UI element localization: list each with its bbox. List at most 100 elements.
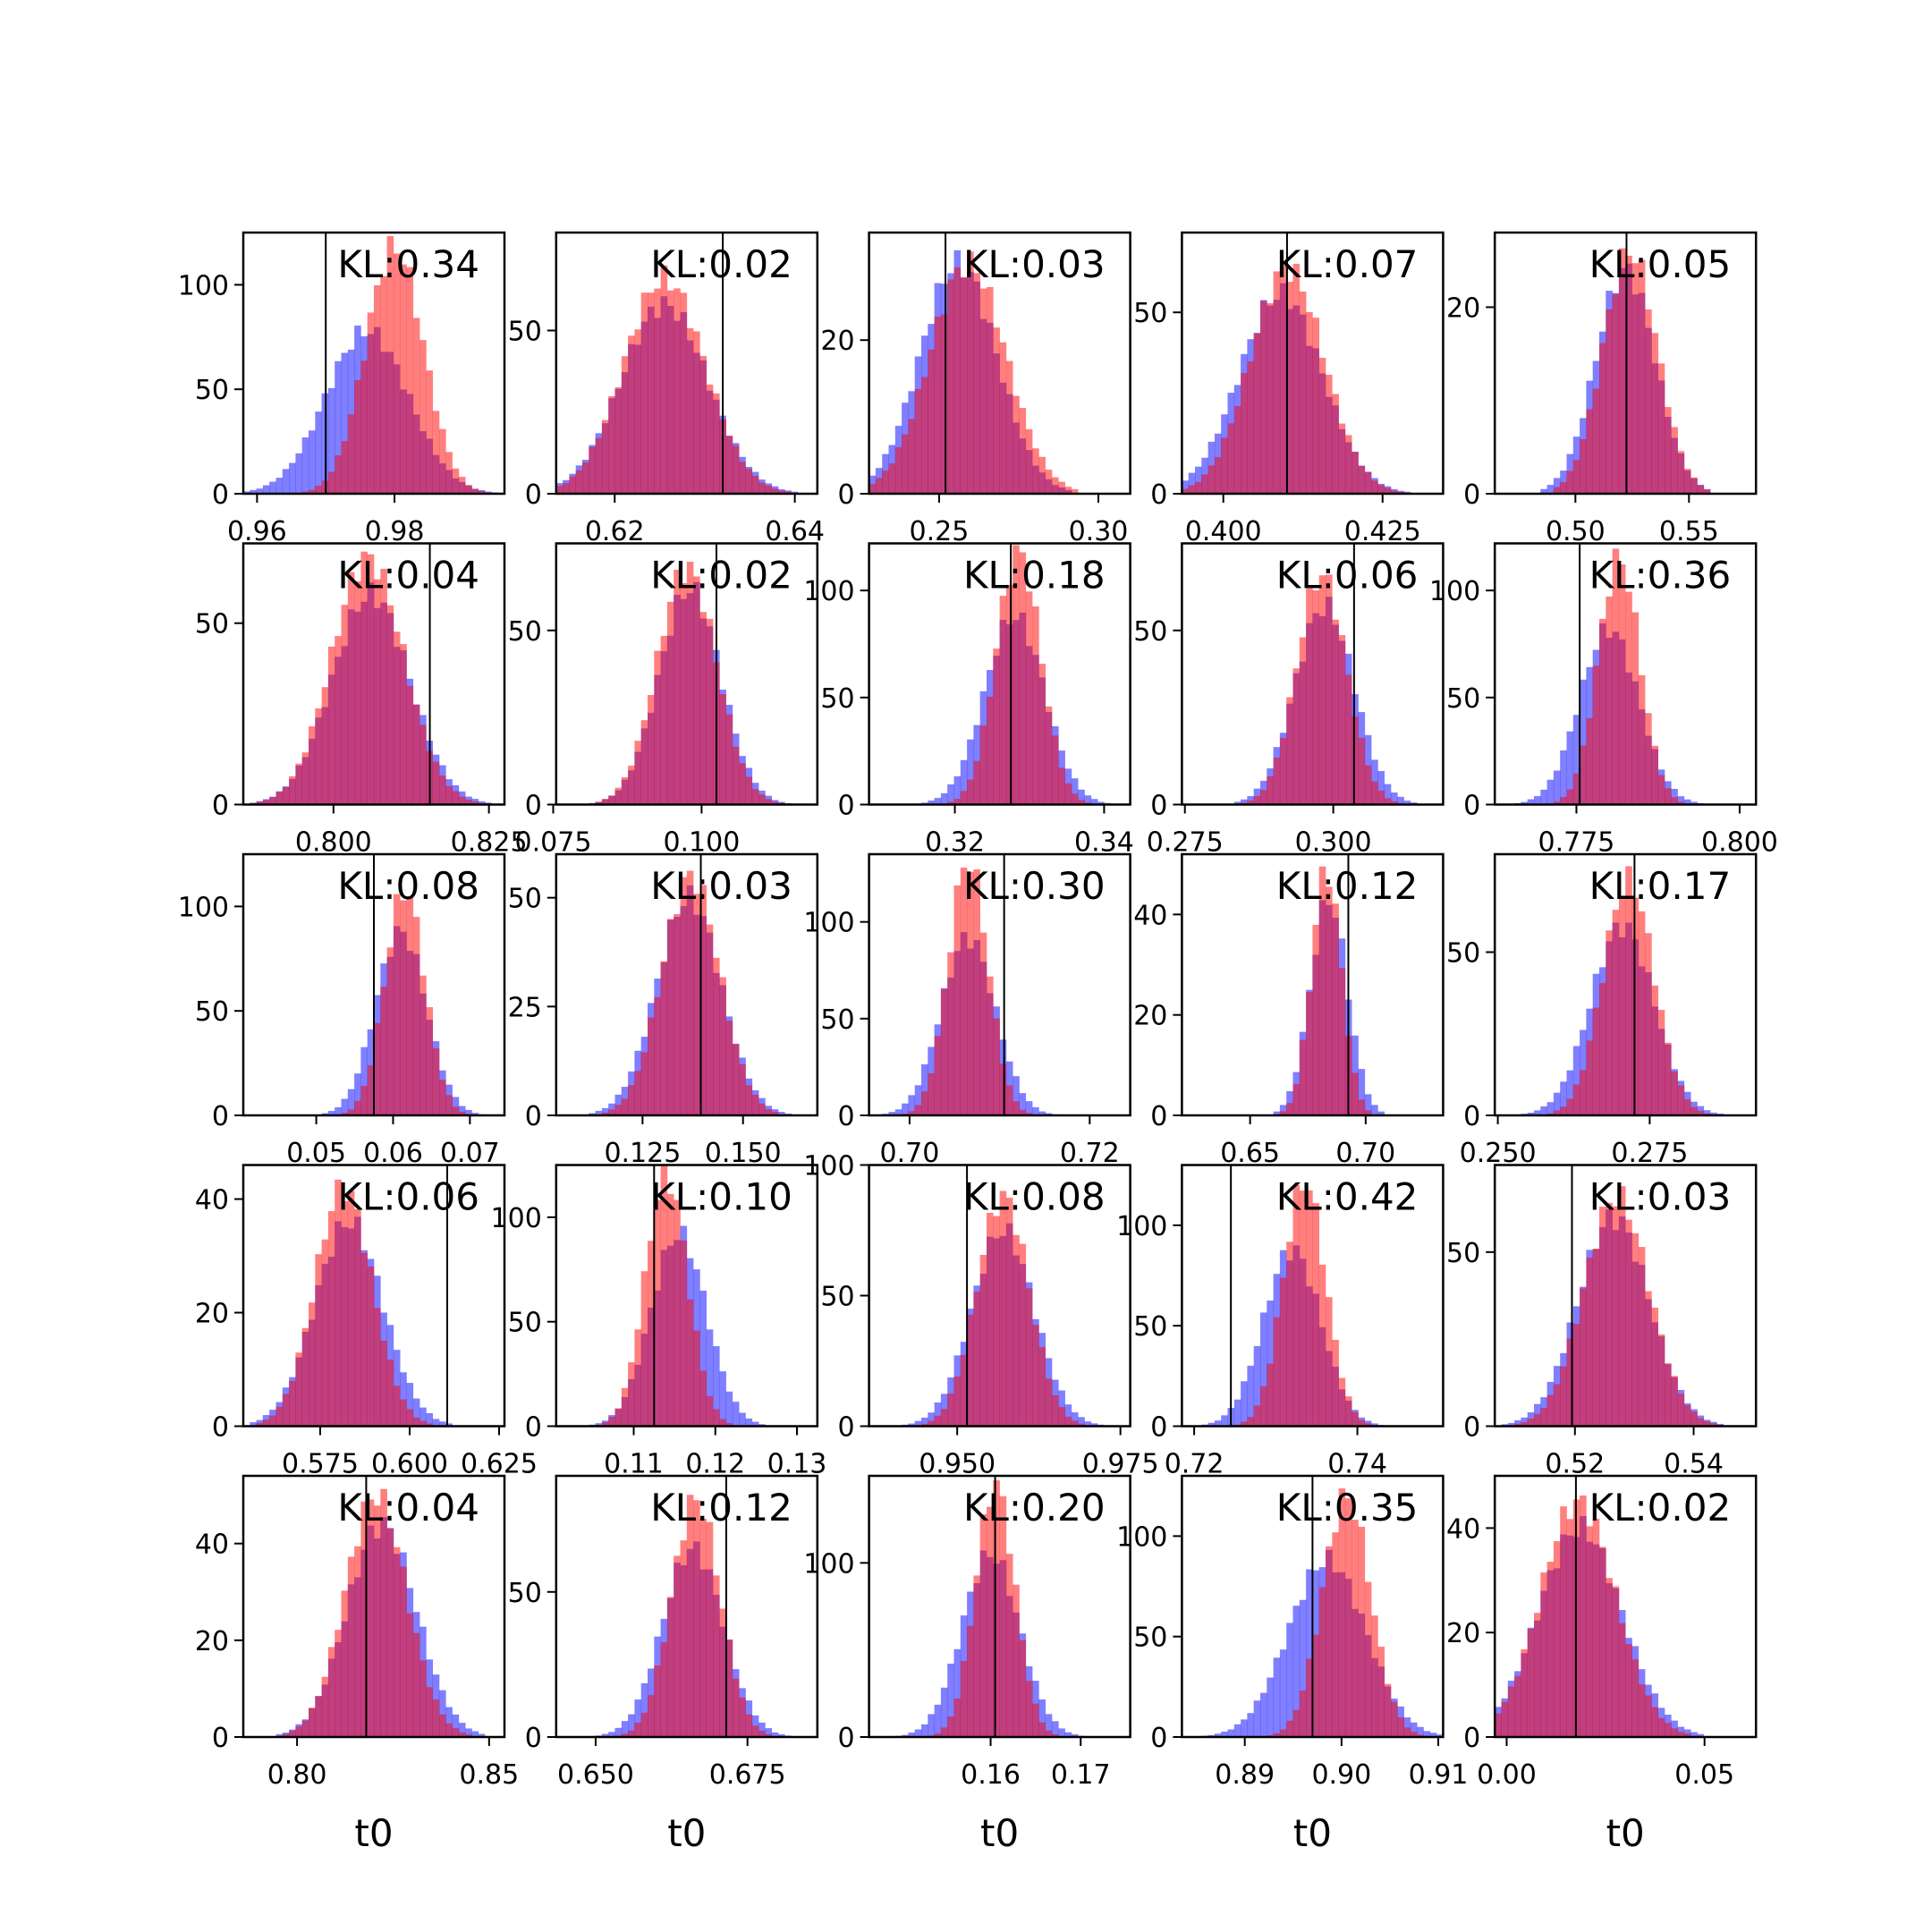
red-bar bbox=[979, 288, 987, 494]
y-tick-label: 100 bbox=[1116, 1521, 1167, 1553]
x-axis-label: t0 bbox=[1293, 1811, 1332, 1855]
red-bar bbox=[1338, 1377, 1346, 1427]
red-bar bbox=[1078, 800, 1085, 805]
red-bar bbox=[1253, 333, 1261, 494]
x-tick-label: 0.70 bbox=[880, 1138, 940, 1169]
red-bar bbox=[1326, 1546, 1333, 1737]
red-bar bbox=[327, 1211, 335, 1427]
blue-bar bbox=[1241, 1719, 1248, 1737]
y-tick-label: 100 bbox=[178, 892, 229, 923]
red-bar bbox=[1651, 1707, 1658, 1737]
red-bar bbox=[432, 1699, 440, 1737]
red-bar bbox=[1683, 1405, 1691, 1427]
red-bar bbox=[1540, 1572, 1547, 1737]
red-bar bbox=[1677, 451, 1685, 494]
red-bar bbox=[1501, 1701, 1509, 1737]
red-bar bbox=[1306, 588, 1313, 805]
red-bar bbox=[869, 484, 877, 494]
red-bar bbox=[979, 1513, 987, 1737]
axes-frame bbox=[242, 1474, 506, 1739]
red-bar bbox=[1208, 465, 1216, 494]
red-bar bbox=[1703, 489, 1711, 494]
x-tick-label: 0.600 bbox=[371, 1449, 448, 1480]
red-bar bbox=[1306, 992, 1313, 1115]
plot-area bbox=[1182, 233, 1411, 494]
blue-bar bbox=[432, 1419, 440, 1427]
plot-area bbox=[1514, 543, 1705, 805]
y-tick-label: 20 bbox=[195, 1626, 229, 1657]
kl-label: KL:0.17 bbox=[1589, 864, 1732, 908]
blue-bar bbox=[713, 1346, 720, 1427]
red-bar bbox=[367, 312, 375, 494]
blue-bar bbox=[282, 469, 290, 494]
red-bar bbox=[1279, 1729, 1287, 1737]
red-bar bbox=[875, 478, 883, 494]
blue-bar bbox=[327, 1111, 335, 1115]
blue-bar bbox=[745, 1418, 753, 1427]
red-bar bbox=[400, 264, 407, 494]
blue-bar bbox=[1084, 795, 1092, 805]
blue-bar bbox=[1084, 1421, 1092, 1427]
red-bar bbox=[947, 279, 954, 494]
red-bar bbox=[1292, 1709, 1301, 1737]
kl-label: KL:0.02 bbox=[650, 242, 792, 286]
red-bar bbox=[1299, 1039, 1307, 1115]
blue-bar bbox=[1247, 1365, 1254, 1427]
y-tick-label: 0 bbox=[212, 479, 229, 511]
plot-area bbox=[1201, 1165, 1385, 1427]
red-bar bbox=[432, 761, 440, 805]
y-tick-label: 100 bbox=[1116, 1211, 1167, 1242]
blue-bar bbox=[262, 485, 270, 494]
red-bar bbox=[979, 725, 987, 805]
red-bar bbox=[725, 1639, 733, 1737]
red-bar bbox=[1005, 1085, 1013, 1115]
red-bar bbox=[321, 1239, 329, 1427]
blue-bar bbox=[1253, 1345, 1261, 1427]
blue-bar bbox=[739, 1412, 746, 1427]
red-bar bbox=[1703, 1421, 1711, 1427]
red-bar bbox=[1631, 1233, 1640, 1427]
blue-bar bbox=[1371, 1105, 1378, 1115]
red-bar bbox=[693, 576, 700, 805]
blue-bar bbox=[1546, 485, 1555, 494]
blue-bar bbox=[1403, 1717, 1411, 1737]
red-bar bbox=[1671, 1728, 1678, 1737]
axes-frame bbox=[868, 852, 1131, 1117]
red-bar bbox=[1507, 1686, 1515, 1737]
y-tick-label: 100 bbox=[178, 270, 229, 301]
red-bar bbox=[1612, 293, 1620, 494]
subplot-r0-c2: 0.25 0.30 0 20 KL:0.03 bbox=[820, 231, 1131, 547]
red-bar bbox=[1677, 1394, 1685, 1427]
axes-frame bbox=[555, 1474, 819, 1739]
red-bar bbox=[327, 646, 335, 805]
red-bar bbox=[601, 1422, 609, 1427]
red-bar bbox=[993, 648, 1000, 805]
red-bar bbox=[1377, 1647, 1385, 1737]
red-bar bbox=[282, 1733, 290, 1737]
x-tick-label: 0.70 bbox=[1335, 1138, 1395, 1169]
blue-bar bbox=[1279, 1649, 1287, 1737]
x-tick-label: 0.13 bbox=[767, 1449, 827, 1480]
red-bar bbox=[1045, 706, 1053, 805]
red-bar bbox=[1657, 1717, 1665, 1737]
red-bar bbox=[947, 952, 954, 1115]
red-bar bbox=[360, 1252, 368, 1427]
red-bar bbox=[999, 1496, 1007, 1737]
red-bar bbox=[1071, 488, 1079, 494]
red-bar bbox=[360, 360, 368, 494]
red-bar bbox=[987, 1506, 994, 1737]
blue-bar bbox=[1534, 1110, 1541, 1115]
red-bar bbox=[262, 800, 270, 805]
red-bar bbox=[1032, 1325, 1039, 1427]
subplot-r4-c4: 0.00 0.05 0 20 40 KL:0.02 t0 bbox=[1446, 1474, 1758, 1855]
red-bar bbox=[412, 1632, 420, 1737]
red-bar bbox=[1377, 790, 1385, 805]
red-bar bbox=[1338, 968, 1346, 1115]
red-bar bbox=[289, 775, 296, 805]
red-bar bbox=[1273, 1317, 1281, 1427]
red-bar bbox=[1241, 372, 1248, 494]
red-bar bbox=[1521, 1422, 1528, 1427]
y-tick-label: 50 bbox=[508, 616, 542, 648]
blue-bar bbox=[341, 1098, 349, 1115]
red-bar bbox=[1553, 801, 1561, 805]
